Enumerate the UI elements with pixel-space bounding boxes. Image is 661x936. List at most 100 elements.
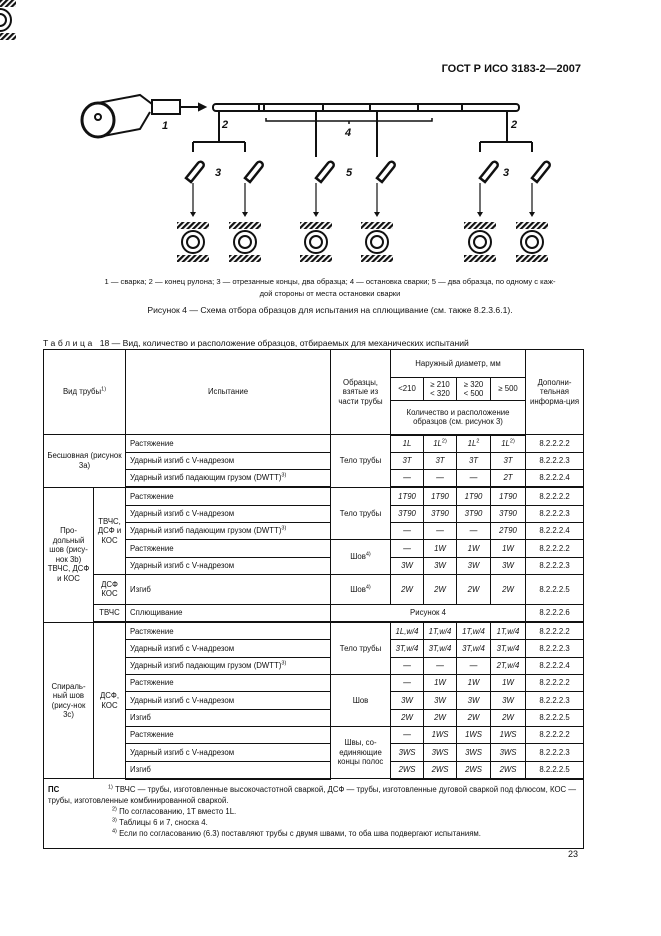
reference-cell: 8.2.2.2.2 [525, 725, 585, 745]
value-cell: 3WS [490, 743, 527, 762]
reference-cell: 8.2.2.2.5 [525, 760, 585, 780]
test-cell: Растяжение [125, 539, 332, 558]
value-cell: 3W [390, 556, 425, 575]
table-caption: Таблица 18 — Вид, количество и расположе… [43, 338, 469, 348]
value-cell: 2W [456, 573, 492, 605]
reference-cell: 8.2.2.2.5 [525, 708, 585, 727]
value-cell: — [390, 656, 425, 676]
value-cell: 1T,w/4 [456, 621, 492, 641]
samples-cell: Тело трубы [330, 434, 392, 488]
note-item: 1) ТВЧС — трубы, изготовленные высокочас… [48, 784, 577, 805]
value-cell: 1WS [423, 725, 458, 745]
test-cell: Растяжение [125, 486, 332, 506]
subgroup: ТВЧС, ДСФ и КОС [92, 486, 127, 575]
group-spiral: Спираль-ный шов (рису-нок 3c) [43, 621, 94, 780]
value-cell: 1T90 [456, 486, 492, 506]
test-cell: Растяжение [125, 434, 332, 453]
value-cell: — [423, 469, 458, 489]
header-test: Испытание [125, 349, 332, 435]
value-cell: 3W [490, 691, 527, 710]
samples-cell: Шов4) [330, 539, 392, 575]
value-cell: 1T90 [390, 486, 425, 506]
header-d4: ≥ 500 [490, 377, 527, 401]
test-cell: Ударный изгиб падающим грузом (DWTT)3) [125, 469, 332, 489]
header-pipe-type: Вид трубы1) [42, 349, 127, 435]
legend-line: 1 — сварка; 2 — конец рулона; 3 — отреза… [104, 277, 556, 286]
figure-caption: Рисунок 4 — Схема отбора образцов для ис… [147, 305, 513, 315]
reference-cell: 8.2.2.2.4 [525, 469, 585, 489]
table-row: Про-дольный шов (рису-нок 3b) ТВЧС, ДСФ … [43, 486, 585, 623]
samples-cell: Тело трубы [330, 486, 392, 541]
label-1: 1 [162, 120, 168, 132]
table-row: Ударный изгиб с V-надрезом 3W 3W 3W 3W 8.2.2.… [44, 556, 585, 575]
group-seamless: Бесшовная (рисунок 3a) [42, 434, 127, 488]
table-row: Ударный изгиб с V-надрезом 3W 3W 3W 3W 8.2.2.… [44, 691, 585, 710]
value-cell: 1L2) [490, 434, 527, 453]
value-cell: 1W [490, 674, 527, 693]
label-2: 2 [510, 119, 517, 131]
group-longitudinal: Про-дольный шов (рису-нок 3b) ТВЧС, ДСФ … [43, 486, 94, 623]
value-cell: — [390, 674, 425, 693]
value-cell: — [423, 521, 458, 541]
reference-cell: 8.2.2.2.3 [525, 743, 585, 762]
figure-legend: 1 — сварка; 2 — конец рулона; 3 — отреза… [60, 276, 600, 300]
reference-cell: 8.2.2.2.4 [525, 521, 585, 541]
subgroup: ДСФ КОС [92, 573, 127, 605]
value-cell: 3W [423, 556, 458, 575]
samples-cell: Тело трубы [330, 621, 392, 676]
value-cell: 3T90 [456, 504, 492, 523]
reference-cell: 8.2.2.2.3 [525, 639, 585, 658]
page-number: 23 [568, 849, 579, 859]
header-count: Количество и расположение образцов (см. … [390, 400, 527, 436]
value-cell: — [456, 521, 492, 541]
reference-cell: 8.2.2.2.3 [525, 556, 585, 575]
label-2: 2 [221, 119, 228, 131]
value-cell: 3W [456, 556, 492, 575]
value-cell: 1T90 [490, 486, 527, 506]
note-item: 2) По согласованию, 1T вместо 1L. [112, 806, 237, 816]
value-cell: 3W [490, 556, 527, 575]
value-cell: 2T [490, 469, 527, 489]
test-cell: Растяжение [125, 674, 332, 693]
value-cell: 2W [490, 708, 527, 727]
value-cell: — [390, 539, 425, 558]
table-row: Изгиб 2WS 2WS 2WS 2WS 8.2.2.2.5 [44, 760, 585, 780]
value-cell: 3T [423, 451, 458, 471]
value-cell: 3W [456, 691, 492, 710]
table-row: Бесшовная (рисунок 3a) Растяжение Тело тру… [42, 434, 585, 488]
table-row: Ударный изгиб падающим грузом (DWTT)3) — —… [44, 656, 585, 676]
value-cell: 3T,w/4 [390, 639, 425, 658]
reference-cell: 8.2.2.2.3 [525, 451, 585, 471]
value-cell: 1T,w/4 [490, 621, 527, 641]
value-cell: 1L,w/4 [390, 621, 425, 641]
value-cell: 1W [490, 539, 527, 558]
table-row: Спираль-ный шов (рису-нок 3c) ДСФ, КОС Рас… [43, 621, 585, 780]
value-cell: 3T [390, 451, 425, 471]
pipe [212, 103, 520, 112]
value-cell: 2W [390, 708, 425, 727]
reference-cell: 8.2.2.2.3 [525, 504, 585, 523]
value-cell: 2WS [490, 760, 527, 780]
value-cell: 3T,w/4 [490, 639, 527, 658]
value-cell: 3W [423, 691, 458, 710]
label-3: 3 [215, 167, 221, 179]
header-d2: ≥ 210 < 320 [423, 377, 458, 401]
samples-cell: Швы, со-единяющие концы полос [330, 725, 392, 780]
welder-box [151, 99, 181, 115]
sampling-scheme-figure: 1 2 2 3 3 4 5 [0, 0, 551, 263]
value-cell: 1W [423, 674, 458, 693]
table-caption-prefix: Таблица [43, 338, 95, 348]
value-cell: — [390, 521, 425, 541]
test-cell: Сплющивание [125, 603, 332, 624]
value-cell: 1W [423, 539, 458, 558]
legend-line: дой стороны от места остановки сварки [259, 289, 401, 298]
value-cell: 3WS [423, 743, 458, 762]
test-cell: Ударный изгиб с V-надрезом [125, 691, 332, 710]
samples-cell: Шов4) [330, 573, 392, 605]
value-cell: — [390, 725, 425, 745]
test-cell: Ударный изгиб с V-надрезом [125, 639, 332, 658]
value-cell: — [423, 656, 458, 676]
value-cell: 3T,w/4 [423, 639, 458, 658]
value-cell: 2W [423, 708, 458, 727]
